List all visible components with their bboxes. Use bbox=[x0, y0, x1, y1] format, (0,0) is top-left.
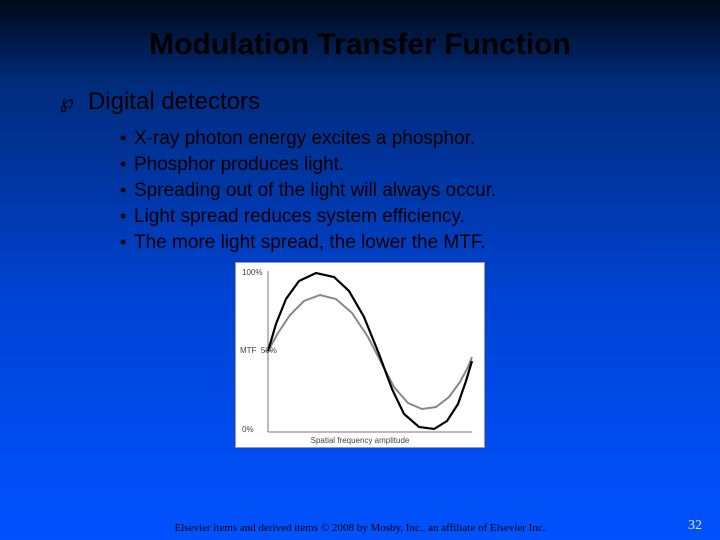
list-item: •Spreading out of the light will always … bbox=[120, 180, 720, 202]
list-item: •Phosphor produces light. bbox=[120, 154, 720, 176]
curve-inner bbox=[268, 295, 472, 409]
dot-icon: • bbox=[120, 154, 134, 175]
mtf-label: MTF bbox=[240, 346, 256, 355]
mtf-chart bbox=[244, 269, 474, 434]
y-axis-top-label: 100% bbox=[242, 268, 262, 277]
dot-icon: • bbox=[120, 232, 134, 253]
y-axis-mid-label: MTF 50% bbox=[240, 346, 277, 355]
x-axis-label: Spatial frequency amplitude bbox=[244, 436, 476, 445]
chart-container: 100% MTF 50% 0% Spatial frequency amplit… bbox=[0, 262, 720, 448]
dot-icon: • bbox=[120, 206, 134, 227]
list-item: •The more light spread, the lower the MT… bbox=[120, 232, 720, 254]
sub-bullet-text: X-ray photon energy excites a phosphor. bbox=[134, 128, 475, 150]
slide: Modulation Transfer Function ℘ Digital d… bbox=[0, 0, 720, 540]
main-bullet: ℘ Digital detectors bbox=[0, 88, 720, 116]
y-axis-bottom-label: 0% bbox=[242, 425, 254, 434]
chart-area: 100% MTF 50% 0% bbox=[244, 269, 474, 434]
dot-icon: • bbox=[120, 128, 134, 149]
bullet-glyph: ℘ bbox=[60, 89, 74, 114]
curve-outer bbox=[268, 273, 472, 429]
sub-bullet-text: The more light spread, the lower the MTF… bbox=[134, 232, 486, 254]
sub-bullet-text: Light spread reduces system efficiency. bbox=[134, 206, 465, 228]
sub-bullet-text: Phosphor produces light. bbox=[134, 154, 344, 176]
footer-copyright: Elsevier items and derived items © 2008 … bbox=[0, 522, 720, 534]
main-bullet-text: Digital detectors bbox=[88, 88, 260, 116]
list-item: •Light spread reduces system efficiency. bbox=[120, 206, 720, 228]
page-number: 32 bbox=[688, 518, 702, 534]
chart-box: 100% MTF 50% 0% Spatial frequency amplit… bbox=[235, 262, 485, 448]
list-item: •X-ray photon energy excites a phosphor. bbox=[120, 128, 720, 150]
mtf-value: 50% bbox=[261, 346, 277, 355]
sub-bullet-list: •X-ray photon energy excites a phosphor.… bbox=[0, 128, 720, 254]
dot-icon: • bbox=[120, 180, 134, 201]
slide-title: Modulation Transfer Function bbox=[0, 28, 720, 62]
sub-bullet-text: Spreading out of the light will always o… bbox=[134, 180, 496, 202]
